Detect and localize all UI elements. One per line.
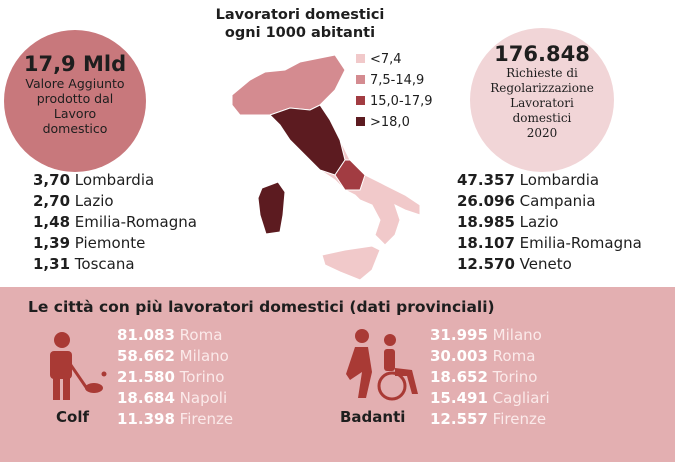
- row-value: 30.003: [430, 347, 488, 365]
- badanti-label: Badanti: [340, 408, 406, 426]
- left-highlight: 17,9 Mld Valore Aggiunto prodotto dal La…: [4, 30, 146, 172]
- row-value: 47.357: [457, 171, 515, 189]
- legend-label: 15,0-17,9: [370, 94, 433, 109]
- list-row: 1,48 Emilia-Romagna: [33, 213, 197, 231]
- right-highlight: 176.848 Richieste di Regolarizzazione La…: [470, 28, 614, 172]
- row-name: Napoli: [179, 389, 228, 407]
- region-north: [231, 54, 346, 116]
- row-value: 2,70: [33, 192, 71, 210]
- list-row: 1,39 Piemonte: [33, 234, 145, 252]
- highlight-line: prodotto dal: [36, 91, 114, 106]
- row-value: 12.570: [457, 255, 515, 273]
- list-row: 12.570 Veneto: [457, 255, 572, 273]
- row-value: 26.096: [457, 192, 515, 210]
- list-row: 26.096 Campania: [457, 192, 596, 210]
- highlight-line: 2020: [526, 126, 558, 140]
- highlight-line: Lavoratori: [510, 96, 574, 110]
- highlight-line: Lavoro: [53, 106, 97, 121]
- list-row: 18.107 Emilia-Romagna: [457, 234, 642, 252]
- italy-map: [231, 54, 421, 281]
- list-row: 18.684 Napoli: [117, 389, 227, 407]
- row-name: Roma: [492, 347, 536, 365]
- row-value: 58.662: [117, 347, 175, 365]
- list-row: 21.580 Torino: [117, 368, 224, 386]
- list-row: 18.985 Lazio: [457, 213, 558, 231]
- row-value: 12.557: [430, 410, 488, 428]
- list-row: 58.662 Milano: [117, 347, 229, 365]
- legend-label: >18,0: [370, 115, 410, 130]
- row-value: 21.580: [117, 368, 175, 386]
- row-name: Cagliari: [492, 389, 550, 407]
- row-value: 18.652: [430, 368, 488, 386]
- row-value: 1,31: [33, 255, 71, 273]
- list-row: 18.652 Torino: [430, 368, 537, 386]
- list-row: 31.995 Milano: [430, 326, 542, 344]
- map-title-line: ogni 1000 abitanti: [224, 25, 376, 41]
- row-name: Lombardia: [74, 171, 155, 189]
- bottom-title: Le città con più lavoratori domestici (d…: [28, 298, 495, 316]
- highlight-line: domestici: [512, 111, 572, 125]
- list-row: 81.083 Roma: [117, 326, 222, 344]
- row-value: 1,48: [33, 213, 71, 231]
- highlight-line: Regolarizzazione: [490, 81, 594, 95]
- row-name: Roma: [179, 326, 223, 344]
- row-value: 11.398: [117, 410, 175, 428]
- row-name: Lazio: [74, 192, 114, 210]
- row-value: 81.083: [117, 326, 175, 344]
- row-name: Emilia-Romagna: [519, 234, 642, 252]
- region-lazio-south: [334, 159, 366, 191]
- legend-item: 7,5-14,9: [356, 73, 424, 88]
- row-value: 18.107: [457, 234, 515, 252]
- map-title: Lavoratori domestici ogni 1000 abitanti: [215, 6, 385, 42]
- row-name: Torino: [492, 368, 538, 386]
- highlight-value: 17,9 Mld: [23, 52, 127, 76]
- list-row: 30.003 Roma: [430, 347, 535, 365]
- sicily: [321, 245, 381, 281]
- row-value: 1,39: [33, 234, 71, 252]
- row-name: Milano: [492, 326, 542, 344]
- region-centre: [269, 104, 346, 176]
- list-row: 1,31 Toscana: [33, 255, 135, 273]
- row-name: Firenze: [492, 410, 547, 428]
- row-name: Veneto: [519, 255, 572, 273]
- bottom-panel: [0, 287, 675, 462]
- highlight-line: Valore Aggiunto: [25, 76, 125, 91]
- list-row: 3,70 Lombardia: [33, 171, 154, 189]
- row-value: 15.491: [430, 389, 488, 407]
- sardinia: [257, 181, 286, 235]
- legend-item: 15,0-17,9: [356, 94, 433, 109]
- highlight-line: Richieste di: [506, 66, 578, 80]
- list-row: 2,70 Lazio: [33, 192, 114, 210]
- highlight-line: domestico: [42, 121, 108, 136]
- legend-item: >18,0: [356, 115, 410, 130]
- row-value: 18.985: [457, 213, 515, 231]
- legend-label: 7,5-14,9: [370, 73, 425, 88]
- row-name: Emilia-Romagna: [74, 213, 197, 231]
- row-name: Lazio: [519, 213, 559, 231]
- row-name: Torino: [179, 368, 225, 386]
- row-name: Lombardia: [519, 171, 600, 189]
- list-row: 47.357 Lombardia: [457, 171, 599, 189]
- highlight-value: 176.848: [494, 42, 590, 66]
- list-row: 12.557 Firenze: [430, 410, 546, 428]
- colf-icon: [50, 332, 107, 400]
- row-name: Campania: [519, 192, 596, 210]
- row-value: 3,70: [33, 171, 71, 189]
- legend-label: <7,4: [370, 52, 402, 67]
- colf-label: Colf: [56, 408, 89, 426]
- row-name: Toscana: [74, 255, 135, 273]
- map-title-line: Lavoratori domestici: [215, 7, 385, 23]
- row-name: Piemonte: [74, 234, 146, 252]
- badanti-icon: [346, 329, 418, 401]
- row-name: Milano: [179, 347, 229, 365]
- row-value: 18.684: [117, 389, 175, 407]
- legend-item: <7,4: [356, 52, 402, 67]
- list-row: 15.491 Cagliari: [430, 389, 550, 407]
- list-row: 11.398 Firenze: [117, 410, 233, 428]
- row-name: Firenze: [179, 410, 234, 428]
- row-value: 31.995: [430, 326, 488, 344]
